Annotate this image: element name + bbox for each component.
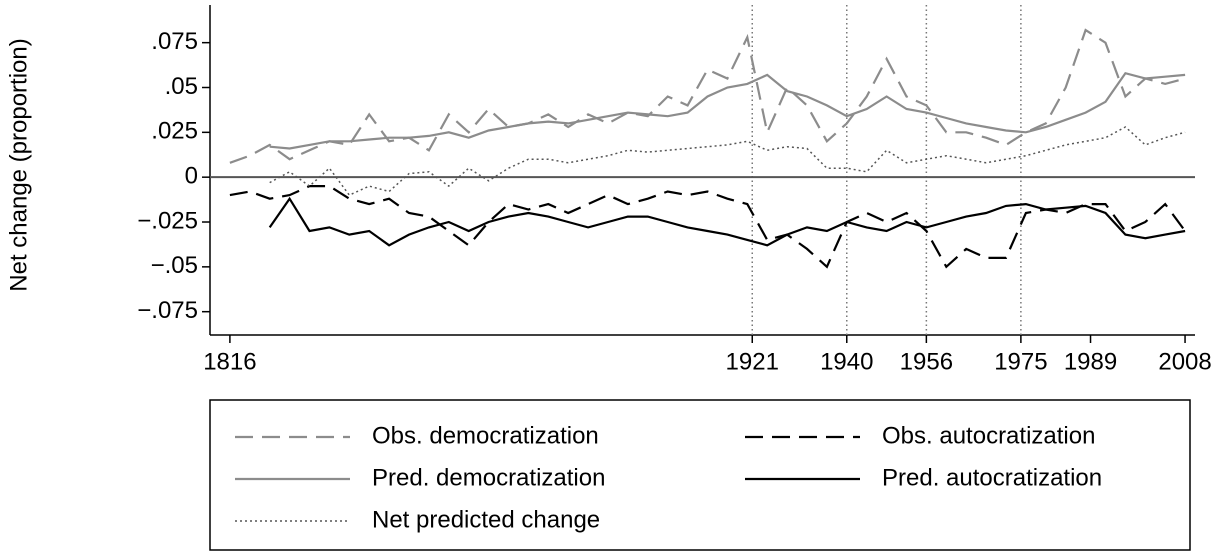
x-tick-label: 1956 [900, 348, 953, 375]
series-line [268, 196, 1186, 247]
y-tick-label: −.05 [151, 252, 198, 279]
series-line [229, 185, 1186, 269]
y-tick-label: .025 [151, 118, 198, 145]
x-tick-label: 1989 [1064, 348, 1117, 375]
legend-label: Obs. democratization [372, 422, 599, 449]
y-tick-label: .05 [165, 73, 198, 100]
legend-box [209, 399, 1191, 551]
legend-label: Pred. autocratization [882, 464, 1102, 491]
series-line [269, 71, 1186, 150]
x-tick-label: 1921 [726, 348, 779, 375]
y-tick-label: 0 [185, 163, 198, 190]
x-tick-label: 1940 [820, 348, 873, 375]
y-axis-label: Net change (proportion) [5, 38, 32, 291]
x-tick-label: 1816 [203, 348, 256, 375]
series-line [229, 28, 1186, 164]
y-tick-label: .075 [151, 28, 198, 55]
y-tick-label: −.075 [137, 297, 198, 324]
x-tick-label: 1975 [994, 348, 1047, 375]
legend-label: Obs. autocratization [882, 422, 1095, 449]
y-tick-label: −.025 [137, 207, 198, 234]
legend-label: Pred. democratization [372, 464, 605, 491]
legend-label: Net predicted change [372, 506, 600, 533]
x-tick-label: 2008 [1158, 348, 1211, 375]
